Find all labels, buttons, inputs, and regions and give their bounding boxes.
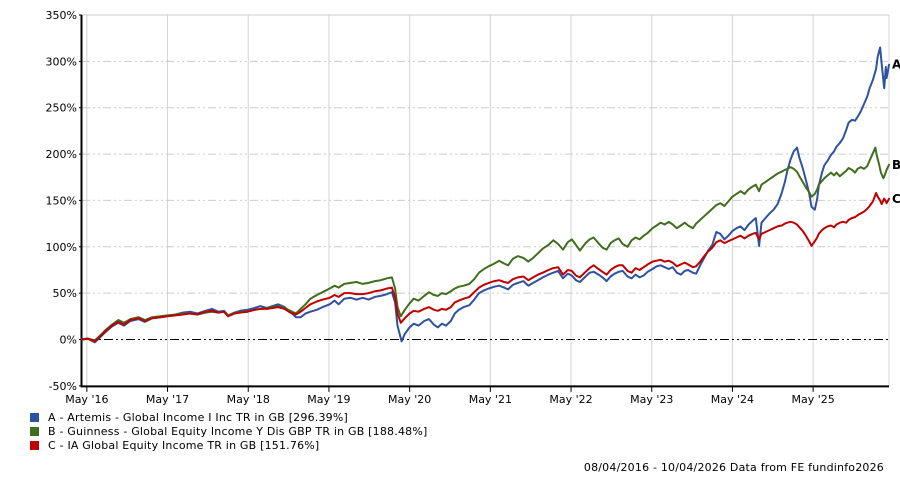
legend-label-c: C - IA Global Equity Income TR in GB [15… <box>48 438 320 452</box>
x-axis-tick-label: May '24 <box>711 393 754 406</box>
y-axis-tick-label: 50% <box>53 287 77 300</box>
series-label-b: B <box>892 158 900 172</box>
series-line-c <box>81 192 890 343</box>
x-axis-tick-label: May '23 <box>630 393 673 406</box>
series-label-a: A <box>892 58 900 72</box>
performance-line-chart: 350% 300% 250% 200% 150% 100% 50% 0% -50%May '16… <box>46 9 900 406</box>
x-axis-tick-label: May '25 <box>792 393 835 406</box>
y-axis-tick-label: 0% <box>60 334 77 347</box>
x-axis-tick-label: May '16 <box>65 393 108 406</box>
y-axis-tick-label: 250% <box>46 102 77 115</box>
footer-date-range: 08/04/2016 - 10/04/2026 Data from FE fun… <box>583 461 884 474</box>
legend-swatch-a <box>30 412 39 422</box>
y-axis-tick-label: 300% <box>46 55 77 68</box>
x-axis-tick-label: May '17 <box>146 393 189 406</box>
y-axis-tick-label: 350% <box>46 9 77 22</box>
legend-label-a: A - Artemis - Global Income I Inc TR in … <box>48 410 349 424</box>
legend-swatch-c <box>30 440 39 450</box>
legend-swatch-b <box>30 426 39 436</box>
y-axis-tick-label: -50% <box>49 380 77 393</box>
legend-item: C - IA Global Equity Income TR in GB [15… <box>30 438 427 452</box>
series-line-a <box>81 46 890 344</box>
x-axis-tick-label: May '19 <box>307 393 350 406</box>
legend: A - Artemis - Global Income I Inc TR in … <box>30 410 427 452</box>
x-axis-tick-label: May '21 <box>469 393 512 406</box>
legend-item: A - Artemis - Global Income I Inc TR in … <box>30 410 427 424</box>
legend-item: B - Guinness - Global Equity Income Y Di… <box>30 424 427 438</box>
series-label-c: C <box>892 192 900 206</box>
y-axis-tick-label: 150% <box>46 194 77 207</box>
x-axis-tick-label: May '20 <box>388 393 431 406</box>
y-axis-tick-label: 200% <box>46 148 77 161</box>
x-axis-tick-label: May '22 <box>549 393 592 406</box>
legend-label-b: B - Guinness - Global Equity Income Y Di… <box>48 424 428 438</box>
y-axis-tick-label: 100% <box>46 241 77 254</box>
x-axis-tick-label: May '18 <box>227 393 270 406</box>
